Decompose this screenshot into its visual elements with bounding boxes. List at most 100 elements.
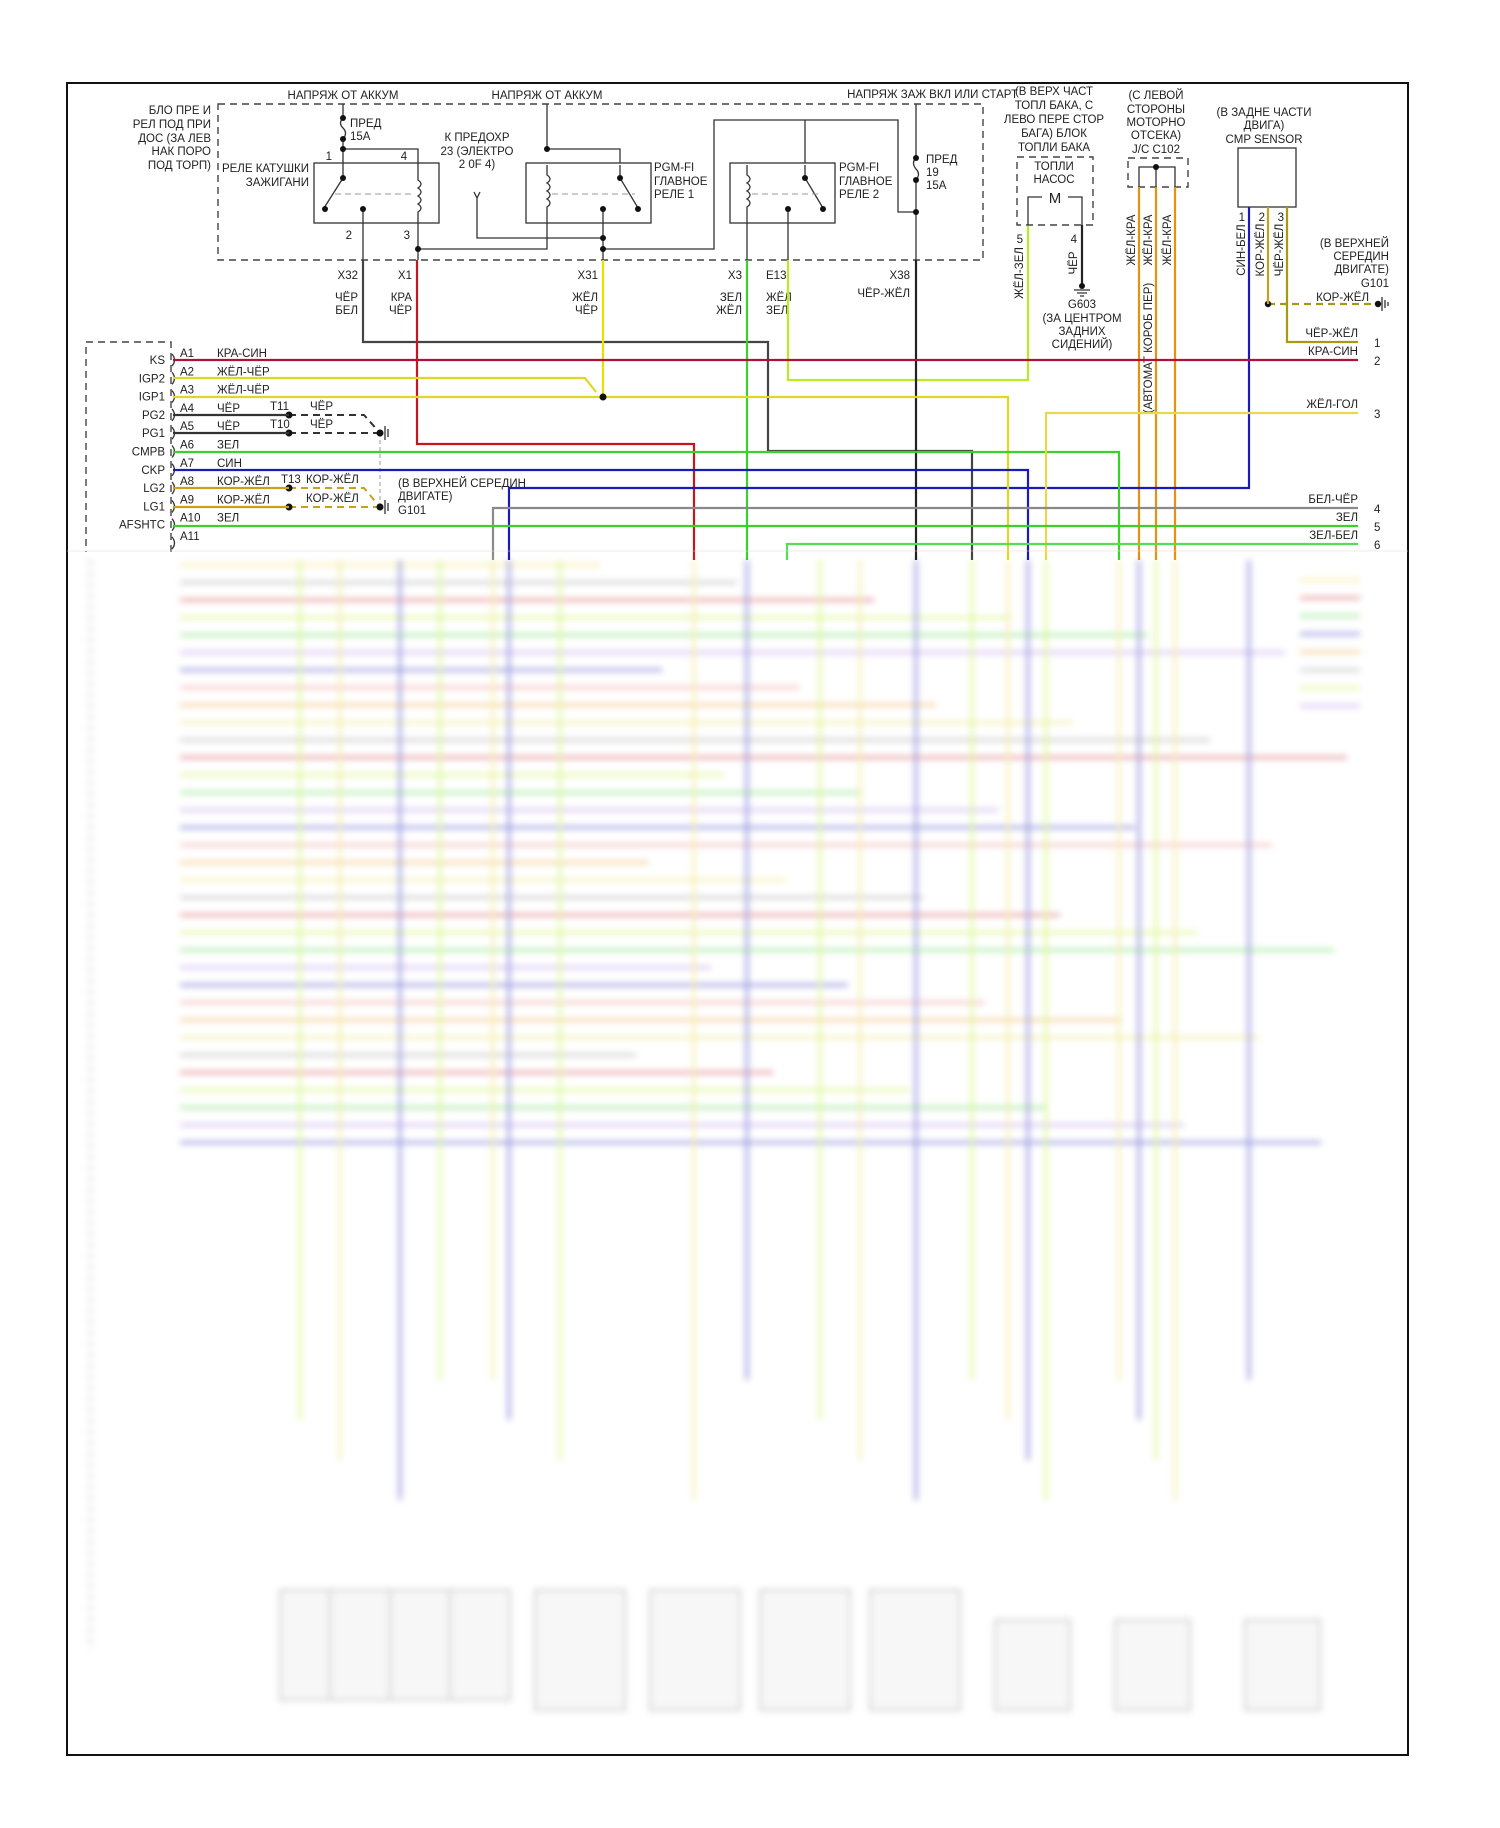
blurred-diagram-section xyxy=(89,560,1360,1711)
wire-yellow-blue xyxy=(1044,411,1358,560)
svg-text:1: 1 xyxy=(326,151,332,163)
svg-text:X31: X31 xyxy=(578,270,598,282)
svg-text:КОР-ЖЁЛ: КОР-ЖЁЛ xyxy=(1255,224,1267,277)
signal-label: IGP2 xyxy=(139,373,165,385)
svg-text:КОР-ЖЁЛ: КОР-ЖЁЛ xyxy=(1316,292,1369,304)
battery-voltage-label-2: НАПРЯЖ ОТ АККУМ xyxy=(492,90,603,102)
svg-text:(АВТОМАТ КОРОБ ПЕР): (АВТОМАТ КОРОБ ПЕР) xyxy=(1143,283,1155,414)
terminal-wire-label: ЗЕЛ xyxy=(1336,512,1358,524)
wire-label: ЖЁЛ-ЧЁР xyxy=(217,385,270,397)
svg-text:ЗЕЛ: ЗЕЛ xyxy=(766,305,788,317)
svg-text:ЧЁР-ЖЁЛ: ЧЁР-ЖЁЛ xyxy=(857,288,910,300)
svg-text:ЖЁЛ-КРА: ЖЁЛ-КРА xyxy=(1143,214,1155,265)
svg-text:(В ВЕРХНЕЙ: (В ВЕРХНЕЙ xyxy=(1320,237,1389,250)
blurred-component xyxy=(869,1589,961,1711)
svg-text:1: 1 xyxy=(1239,212,1245,224)
blurred-component xyxy=(389,1589,451,1701)
svg-text:ТОПЛИ: ТОПЛИ xyxy=(1034,161,1074,173)
terminal-wire-label: КРА-СИН xyxy=(1308,346,1358,358)
ignition-voltage-label: НАПРЯЖ ЗАЖ ВКЛ ИЛИ СТАРТ xyxy=(847,89,1018,101)
signal-label: AFSHTC xyxy=(119,520,165,532)
wire-igp1 xyxy=(173,395,1010,560)
ground-icon xyxy=(376,426,389,440)
ground-g603-label: G603 (ЗА ЦЕНТРОМ ЗАДНИХ СИДЕНИЙ) xyxy=(1042,299,1121,351)
connector-x3: X3 ЗЕЛ ЖЁЛ xyxy=(716,270,742,317)
svg-text:ЖЁЛ: ЖЁЛ xyxy=(572,292,598,304)
svg-text:19: 19 xyxy=(926,167,939,179)
svg-text:ДВИГАТЕ): ДВИГАТЕ) xyxy=(398,491,453,503)
svg-text:НАСОС: НАСОС xyxy=(1033,174,1074,186)
pin-label: A2 xyxy=(180,366,194,378)
svg-text:БЕЛ: БЕЛ xyxy=(335,305,358,317)
wire-label: КОР-ЖЁЛ xyxy=(217,476,270,488)
cmp-sensor: (В ЗАДНЕ ЧАСТИ ДВИГА) CMP SENSOR 1 2 3 С… xyxy=(1217,107,1312,276)
svg-text:ЧЁР: ЧЁР xyxy=(389,305,412,317)
ground-icon xyxy=(376,500,389,514)
signal-label: CMPB xyxy=(132,447,166,459)
wire-white-black xyxy=(491,506,1358,560)
to-fuse-23: К ПРЕДОХР 23 (ЭЛЕКТРО 2 0F 4) xyxy=(440,132,603,239)
svg-text:РЕЛЕ 1: РЕЛЕ 1 xyxy=(654,189,694,201)
svg-text:БЛО ПРЕ И: БЛО ПРЕ И xyxy=(149,105,211,117)
signal-label: IGP1 xyxy=(139,392,165,404)
wire-brown-yellow-lg xyxy=(173,486,289,509)
pin-label: A3 xyxy=(180,385,194,397)
svg-text:2: 2 xyxy=(346,230,352,242)
signal-label: CKP xyxy=(141,465,165,477)
svg-text:ЗАЖИГАНИ: ЗАЖИГАНИ xyxy=(246,177,309,189)
svg-text:ЧЁР: ЧЁР xyxy=(335,292,358,304)
svg-text:(ЗА ЦЕНТРОМ: (ЗА ЦЕНТРОМ xyxy=(1042,313,1121,325)
blurred-component xyxy=(994,1619,1071,1711)
wire-blue-ckp xyxy=(173,468,1030,560)
svg-text:КОР-ЖЁЛ: КОР-ЖЁЛ xyxy=(306,493,359,505)
signal-label: KS xyxy=(150,355,166,367)
ecm-connector-outline xyxy=(85,341,172,552)
relay-link-wire xyxy=(418,223,548,250)
diagram-frame xyxy=(66,82,1409,1756)
svg-text:ЛЕВО ПЕРЕ СТОР: ЛЕВО ПЕРЕ СТОР xyxy=(1004,114,1104,126)
blurred-component xyxy=(279,1589,341,1701)
pin-label: A4 xyxy=(180,403,195,415)
svg-text:4: 4 xyxy=(1071,234,1078,246)
svg-text:ЖЁЛ-КРА: ЖЁЛ-КРА xyxy=(1126,214,1138,265)
svg-text:ПРЕД: ПРЕД xyxy=(350,118,382,130)
svg-text:ЧЁР: ЧЁР xyxy=(310,419,333,431)
svg-text:2 0F 4): 2 0F 4) xyxy=(459,159,496,171)
svg-text:X38: X38 xyxy=(890,270,910,282)
svg-text:ДОС (ЗА ЛЕВ: ДОС (ЗА ЛЕВ xyxy=(138,133,211,145)
wire-label: ЧЁР xyxy=(217,403,240,415)
svg-text:ЗЕЛ: ЗЕЛ xyxy=(720,292,742,304)
terminal-number: 4 xyxy=(1374,504,1381,516)
wire-label: ЧЁР xyxy=(217,421,240,433)
svg-text:РЕЛЕ КАТУШКИ: РЕЛЕ КАТУШКИ xyxy=(222,163,309,175)
svg-text:ТОПЛ БАКА, С: ТОПЛ БАКА, С xyxy=(1015,100,1094,112)
terminal-wire-label: ЗЕЛ-БЕЛ xyxy=(1309,530,1358,542)
svg-text:(В ВЕРХ ЧАСТ: (В ВЕРХ ЧАСТ xyxy=(1015,86,1093,98)
svg-text:РЕЛ ПОД ПРИ: РЕЛ ПОД ПРИ xyxy=(133,119,211,131)
connector-x31: X31 ЖЁЛ ЧЁР xyxy=(572,270,598,317)
svg-text:T10: T10 xyxy=(270,419,290,431)
svg-text:3: 3 xyxy=(404,230,410,242)
svg-text:ПОД ТОРП): ПОД ТОРП) xyxy=(148,160,211,172)
wire-label: ЗЕЛ xyxy=(217,513,239,525)
blurred-component xyxy=(759,1589,851,1711)
svg-text:ЖЁЛ-КРА: ЖЁЛ-КРА xyxy=(1162,214,1174,265)
wire-green-white xyxy=(785,542,1358,560)
svg-text:ЖЁЛ: ЖЁЛ xyxy=(716,305,742,317)
pin-label: A9 xyxy=(180,494,194,506)
svg-text:ЧЁР-ЖЁЛ: ЧЁР-ЖЁЛ xyxy=(1274,224,1286,277)
pin-label: A1 xyxy=(180,348,194,360)
junction-c102: (С ЛЕВОЙ СТОРОНЫ МОТОРНО ОТСЕКА) J/C C10… xyxy=(1126,89,1189,414)
svg-text:G603: G603 xyxy=(1068,299,1096,311)
wires xyxy=(173,187,1358,560)
svg-text:К ПРЕДОХР: К ПРЕДОХР xyxy=(444,132,509,144)
svg-text:НАК ПОРО: НАК ПОРО xyxy=(152,146,211,158)
terminal-number: 1 xyxy=(1374,338,1380,350)
relay-link-wire-2 xyxy=(603,119,806,250)
svg-text:ЧЁР: ЧЁР xyxy=(1068,251,1080,274)
ecm-pin-row: IGP1 A3 ЖЁЛ-ЧЁР xyxy=(139,385,270,404)
wire-green-cmpb xyxy=(173,450,1121,560)
svg-text:15А: 15А xyxy=(926,180,947,192)
wire-red-black xyxy=(415,260,696,560)
